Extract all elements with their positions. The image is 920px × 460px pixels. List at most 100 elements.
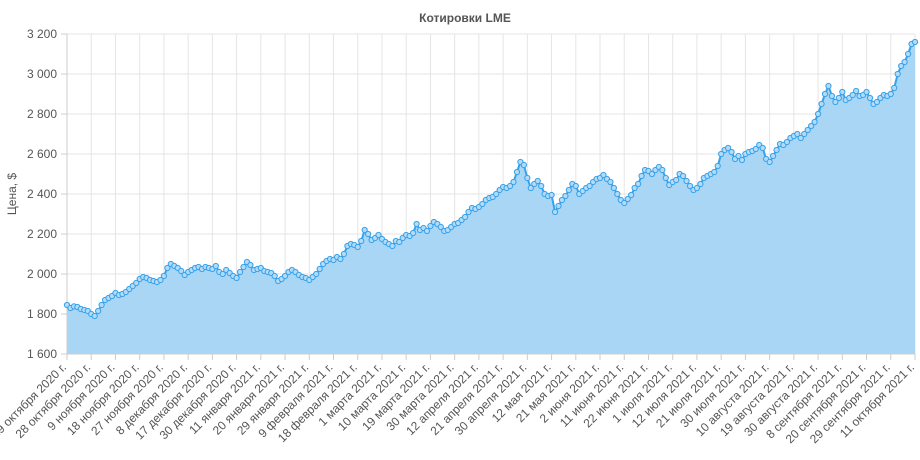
data-point[interactable] [461, 213, 469, 221]
data-point[interactable] [911, 38, 919, 46]
data-point[interactable] [648, 170, 656, 178]
data-point[interactable] [465, 208, 472, 216]
data-point[interactable] [659, 166, 666, 174]
data-point[interactable] [510, 178, 517, 186]
data-point[interactable] [562, 192, 569, 200]
data-point[interactable] [506, 182, 514, 190]
data-point[interactable] [759, 144, 766, 152]
data-point[interactable] [904, 50, 912, 58]
data-point[interactable] [212, 262, 219, 270]
data-point[interactable] [493, 190, 500, 198]
data-point[interactable] [614, 190, 621, 198]
data-point[interactable] [766, 158, 773, 166]
data-point[interactable] [873, 98, 881, 106]
data-point[interactable] [821, 90, 829, 98]
data-point[interactable] [628, 191, 635, 199]
data-point[interactable] [624, 195, 631, 203]
data-point[interactable] [236, 268, 244, 276]
data-point[interactable] [565, 186, 572, 194]
data-point[interactable] [538, 182, 545, 190]
data-point[interactable] [513, 168, 521, 176]
data-point[interactable] [901, 58, 908, 66]
data-point[interactable] [164, 264, 171, 272]
data-point[interactable] [693, 184, 701, 192]
data-point[interactable] [711, 168, 718, 176]
data-point[interactable] [160, 272, 168, 280]
data-point[interactable] [479, 200, 486, 208]
data-point[interactable] [410, 229, 417, 237]
data-point[interactable] [828, 92, 836, 100]
data-point[interactable] [527, 184, 534, 192]
data-point[interactable] [610, 184, 617, 192]
data-point[interactable] [247, 261, 254, 269]
data-point[interactable] [281, 272, 289, 280]
data-point[interactable] [683, 177, 690, 185]
data-point[interactable] [572, 182, 579, 190]
data-point[interactable] [631, 184, 638, 192]
data-point[interactable] [178, 267, 185, 275]
data-point[interactable] [635, 180, 642, 188]
data-point[interactable] [358, 237, 365, 245]
data-point[interactable] [337, 255, 344, 263]
data-point[interactable] [233, 274, 240, 282]
data-point[interactable] [219, 270, 226, 278]
data-point[interactable] [600, 171, 607, 179]
data-point[interactable] [718, 150, 725, 158]
data-point[interactable] [365, 230, 372, 238]
data-point[interactable] [437, 223, 444, 231]
data-point[interactable] [735, 152, 742, 160]
data-point[interactable] [769, 152, 777, 160]
data-point[interactable] [524, 174, 531, 182]
data-point[interactable] [520, 161, 527, 169]
data-point[interactable] [316, 265, 323, 273]
data-point[interactable] [697, 180, 704, 188]
data-point[interactable] [797, 134, 804, 142]
data-point[interactable] [389, 242, 396, 250]
data-point[interactable] [133, 279, 140, 287]
data-point[interactable] [555, 202, 562, 210]
data-point[interactable] [673, 176, 680, 184]
data-point[interactable] [680, 172, 687, 180]
data-point[interactable] [863, 88, 870, 96]
data-point[interactable] [891, 84, 898, 92]
data-point[interactable] [811, 118, 818, 126]
data-point[interactable] [607, 178, 614, 186]
data-point[interactable] [313, 270, 320, 278]
data-point[interactable] [413, 220, 420, 228]
data-point[interactable] [853, 87, 860, 95]
data-point[interactable] [714, 162, 721, 170]
data-point[interactable] [396, 238, 403, 246]
data-point[interactable] [558, 196, 566, 204]
data-point[interactable] [586, 182, 593, 190]
data-point[interactable] [340, 250, 347, 258]
data-point[interactable] [783, 138, 791, 146]
data-point[interactable] [832, 98, 839, 106]
data-point[interactable] [898, 62, 905, 70]
data-point[interactable] [752, 145, 759, 153]
data-point[interactable] [794, 130, 801, 138]
data-point[interactable] [818, 100, 825, 108]
data-point[interactable] [551, 208, 559, 216]
data-point[interactable] [427, 222, 434, 230]
data-point[interactable] [375, 231, 382, 239]
data-point[interactable] [728, 148, 735, 156]
data-point[interactable] [866, 94, 874, 102]
data-point[interactable] [894, 70, 901, 78]
data-point[interactable] [240, 263, 247, 271]
data-point[interactable] [423, 227, 431, 235]
data-point[interactable] [662, 174, 669, 182]
data-point[interactable] [835, 94, 842, 102]
data-point[interactable] [808, 122, 815, 130]
data-point[interactable] [361, 226, 368, 234]
data-point[interactable] [686, 182, 694, 190]
data-point[interactable] [724, 144, 732, 152]
data-point[interactable] [804, 126, 811, 134]
data-point[interactable] [839, 88, 846, 96]
data-point[interactable] [638, 172, 645, 180]
data-point[interactable] [773, 146, 780, 154]
data-point[interactable] [738, 156, 746, 164]
data-point[interactable] [157, 276, 164, 284]
data-point[interactable] [98, 301, 105, 309]
data-point[interactable] [814, 110, 822, 118]
data-point[interactable] [849, 91, 856, 99]
